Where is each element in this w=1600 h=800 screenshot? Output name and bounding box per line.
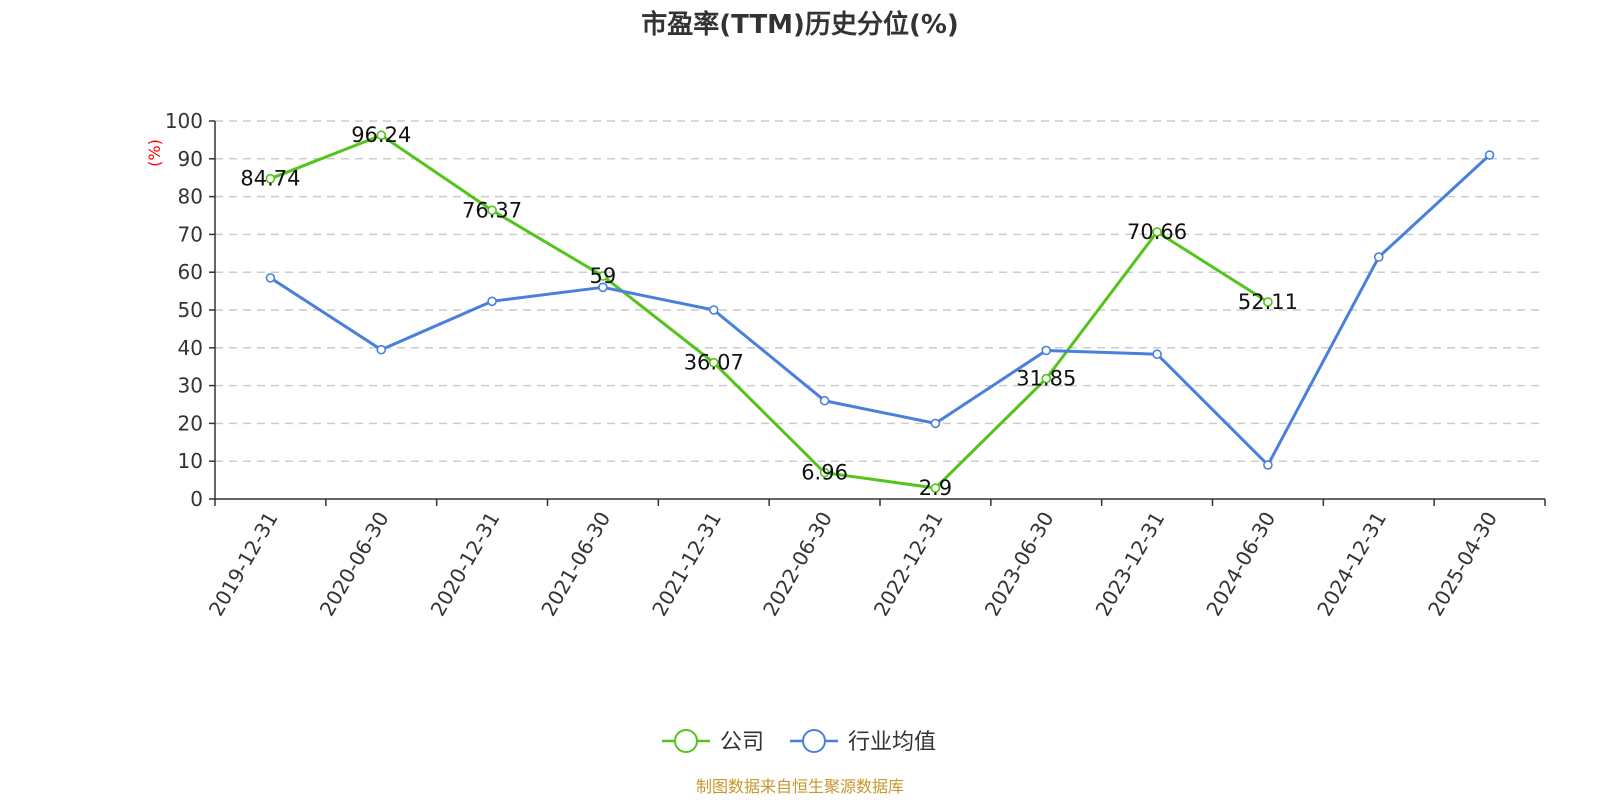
data-point [930, 418, 941, 429]
y-tick-label: 100 [165, 109, 203, 133]
x-tick-label: 2023-12-31 [1091, 508, 1170, 621]
x-tick-label: 2019-12-31 [204, 508, 283, 621]
data-point [376, 344, 387, 355]
data-point [819, 467, 830, 478]
data-label: 84.74 [240, 167, 300, 191]
data-point [708, 357, 719, 368]
data-labels: 84.74 96.24 76.37 59 36.07 6.96 2.9 31.85 70.66 5… [240, 123, 1298, 500]
y-tick-label: 60 [178, 260, 203, 284]
data-point [376, 130, 387, 141]
data-label: 70.66 [1127, 220, 1187, 244]
data-point [1152, 349, 1162, 360]
data-point [598, 271, 608, 281]
data-label: 31.85 [1016, 367, 1076, 391]
legend-swatch-marker [674, 729, 698, 753]
x-tick-label: 2020-06-30 [315, 508, 394, 621]
data-label: 52.11 [1238, 290, 1298, 314]
data-point [1041, 345, 1052, 356]
series-1 [265, 150, 1495, 470]
data-label: 59 [590, 264, 617, 288]
data-point [1263, 297, 1273, 307]
x-tick-label: 2020-12-31 [426, 508, 505, 621]
data-point [1373, 252, 1384, 262]
y-tick-label: 70 [178, 222, 203, 246]
data-point [819, 395, 830, 406]
y-axis-label: (%) [145, 139, 164, 167]
y-tick-label: 0 [190, 487, 203, 511]
data-point [1263, 460, 1273, 470]
data-point [487, 296, 497, 307]
data-label: 36.07 [684, 351, 744, 375]
data-label: 2.9 [919, 476, 952, 500]
x-tick-label: 2024-12-31 [1312, 508, 1391, 621]
y-tick-label: 20 [178, 411, 203, 435]
x-tick-label: 2025-04-30 [1423, 508, 1502, 621]
y-tick-label: 50 [178, 298, 203, 322]
data-point [1484, 150, 1495, 160]
x-tick-label: 2022-06-30 [758, 508, 837, 621]
series-layer [265, 130, 1495, 493]
x-tick-label: 2023-06-30 [980, 508, 1059, 621]
data-point [265, 273, 276, 283]
data-point [1152, 227, 1162, 237]
x-tick-label: 2021-06-30 [536, 508, 615, 621]
grid-lines [215, 120, 1545, 462]
axes: 0 10 20 30 40 50 60 70 80 90 100 2019-12-31 2020-06-… [165, 109, 1546, 621]
legend-swatch-marker [802, 729, 826, 753]
data-label: 96.24 [351, 123, 411, 147]
data-point [487, 205, 497, 216]
x-tick-label: 2022-12-31 [869, 508, 948, 621]
chart-title: 市盈率(TTM)历史分位(%) [641, 9, 959, 40]
series-line [269, 153, 1491, 467]
legend-item-1[interactable]: 行业均值 [790, 729, 936, 755]
data-label: 76.37 [462, 198, 522, 222]
y-tick-label: 80 [178, 185, 203, 209]
data-point [1041, 373, 1052, 384]
data-point [708, 305, 719, 315]
legend[interactable]: 公司 行业均值 [662, 729, 936, 755]
series-0 [265, 130, 1273, 493]
y-tick-label: 30 [178, 374, 203, 398]
legend-item-0[interactable]: 公司 [662, 729, 764, 755]
y-tick-label: 40 [178, 336, 203, 360]
data-label: 6.96 [801, 461, 848, 485]
data-point [930, 483, 941, 493]
data-point [265, 173, 276, 184]
legend-label: 公司 [720, 730, 764, 755]
legend-label: 行业均值 [848, 730, 936, 755]
x-tick-label: 2021-12-31 [647, 508, 726, 621]
data-point [598, 282, 608, 293]
series-line [269, 133, 1269, 490]
x-tick-label: 2024-06-30 [1201, 508, 1280, 621]
y-tick-label: 90 [178, 147, 203, 171]
source-note: 制图数据来自恒生聚源数据库 [696, 777, 904, 796]
y-tick-label: 10 [178, 449, 203, 473]
